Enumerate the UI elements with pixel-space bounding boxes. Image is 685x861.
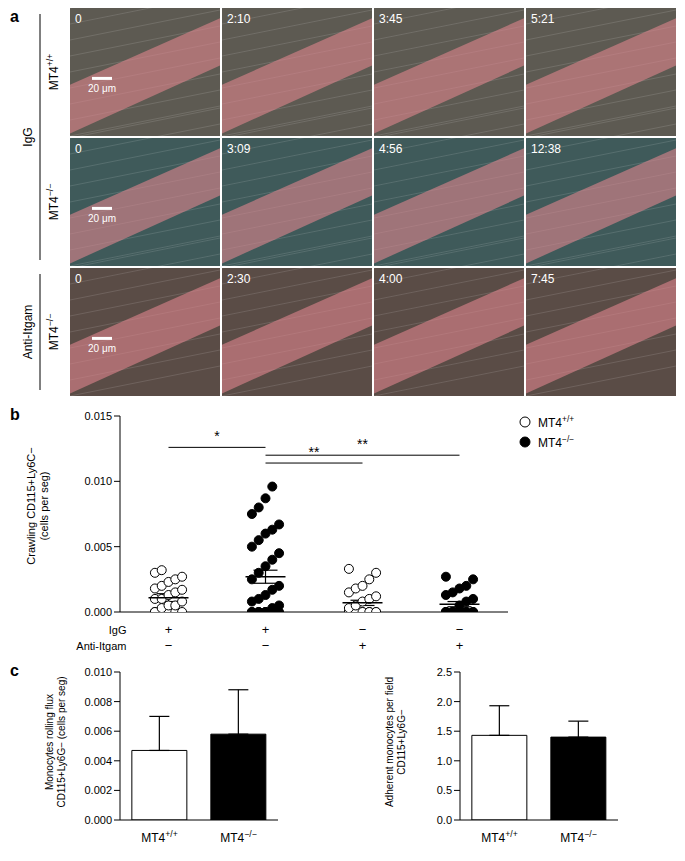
svg-text:**: ** (357, 436, 368, 452)
svg-text:1.0: 1.0 (437, 755, 452, 767)
svg-text:5:21: 5:21 (531, 12, 555, 26)
svg-text:0.002: 0.002 (84, 784, 112, 796)
svg-text:*: * (214, 428, 220, 444)
svg-text:2:30: 2:30 (227, 272, 251, 286)
svg-text:7:45: 7:45 (531, 272, 555, 286)
html-text:CD115+Ly6G−: CD115+Ly6G− (396, 709, 407, 775)
svg-text:IgG: IgG (21, 127, 35, 146)
svg-text:20 μm: 20 μm (88, 343, 116, 354)
svg-text:−: − (456, 622, 464, 637)
svg-text:MT4−/−: MT4−/− (45, 314, 61, 350)
svg-text:0.000: 0.000 (84, 606, 112, 618)
svg-text:4:56: 4:56 (379, 142, 403, 156)
svg-text:Anti-Itgam: Anti-Itgam (21, 305, 35, 360)
svg-text:MT4−/−: MT4−/− (560, 829, 596, 845)
svg-text:12:38: 12:38 (531, 142, 561, 156)
svg-text:−: − (359, 622, 367, 637)
svg-text:0.015: 0.015 (84, 410, 112, 422)
svg-text:4:00: 4:00 (379, 272, 403, 286)
svg-text:MT4+/+: MT4+/+ (45, 54, 61, 90)
svg-text:0.000: 0.000 (84, 814, 112, 826)
svg-text:**: ** (309, 444, 320, 460)
svg-text:0.010: 0.010 (84, 475, 112, 487)
svg-text:MT4+/+: MT4+/+ (481, 829, 517, 845)
svg-text:0: 0 (75, 142, 82, 156)
svg-text:20 μm: 20 μm (88, 213, 116, 224)
html-text:(cells per seg): (cells per seg) (38, 471, 50, 541)
svg-text:0.008: 0.008 (84, 696, 112, 708)
svg-text:0: 0 (75, 12, 82, 26)
svg-text:+: + (165, 622, 173, 637)
html-text:Adherent monocytes per field: Adherent monocytes per field (384, 677, 395, 807)
html-text:Crawling CD115+Ly6C−: Crawling CD115+Ly6C− (24, 447, 37, 565)
svg-text:3:45: 3:45 (379, 12, 403, 26)
svg-text:Anti-Itgam: Anti-Itgam (76, 640, 126, 652)
svg-text:0: 0 (75, 272, 82, 286)
svg-text:+: + (456, 638, 464, 653)
svg-text:MT4+/+: MT4+/+ (141, 829, 177, 845)
svg-text:0.0: 0.0 (437, 814, 452, 826)
svg-text:0.004: 0.004 (84, 755, 112, 767)
svg-text:0.5: 0.5 (437, 784, 452, 796)
svg-text:−: − (262, 638, 270, 653)
svg-text:IgG: IgG (109, 624, 127, 636)
svg-text:2.5: 2.5 (437, 666, 452, 678)
svg-text:3:09: 3:09 (227, 142, 251, 156)
svg-text:a: a (10, 8, 19, 25)
html-text:Monocytes rolling flux: Monocytes rolling flux (44, 693, 55, 791)
html-text:b: b (10, 406, 20, 423)
svg-text:0.010: 0.010 (84, 666, 112, 678)
svg-text:+: + (359, 638, 367, 653)
html-text:MT4−/−: MT4−/− (538, 434, 575, 450)
svg-text:20 μm: 20 μm (88, 83, 116, 94)
html-text:c: c (10, 662, 19, 679)
svg-text:1.5: 1.5 (437, 725, 452, 737)
html-text:CD115+Ly6G− (cells per seg): CD115+Ly6G− (cells per seg) (56, 676, 67, 808)
html-text:MT4+/+: MT4+/+ (538, 414, 575, 430)
svg-text:MT4−/−: MT4−/− (45, 184, 61, 220)
svg-text:2:10: 2:10 (227, 12, 251, 26)
svg-text:MT4−/−: MT4−/− (220, 829, 256, 845)
svg-text:−: − (165, 638, 173, 653)
svg-text:0.005: 0.005 (84, 541, 112, 553)
svg-text:+: + (262, 622, 270, 637)
svg-text:0.006: 0.006 (84, 725, 112, 737)
svg-text:2.0: 2.0 (437, 696, 452, 708)
